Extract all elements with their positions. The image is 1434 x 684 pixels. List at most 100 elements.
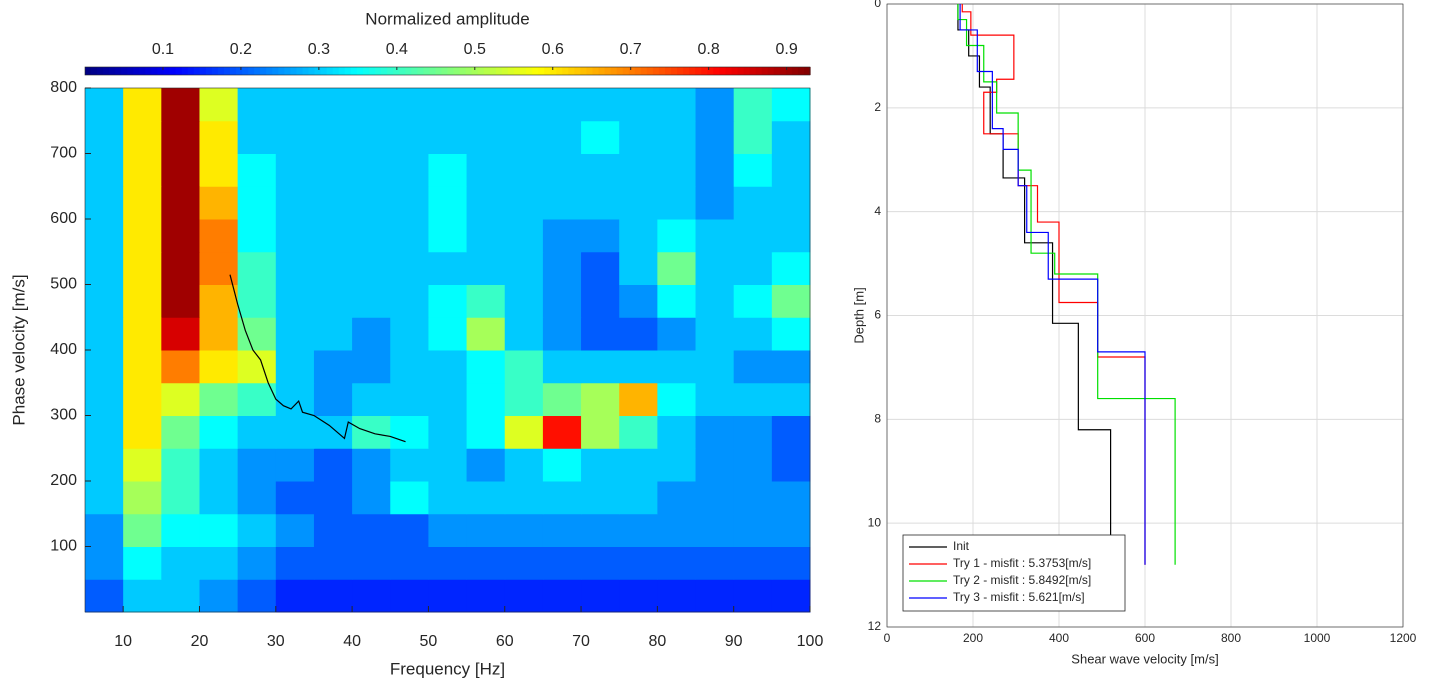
y-tick-label: 2: [874, 100, 881, 114]
heatmap-cell: [504, 88, 544, 122]
heatmap-cell: [466, 284, 506, 318]
x-tick-label: 1000: [1304, 631, 1331, 645]
colorbar-swatch: [411, 67, 418, 75]
heatmap-cell: [695, 317, 735, 351]
colorbar-swatch: [127, 67, 134, 75]
heatmap-cell: [390, 317, 429, 351]
heatmap-cell: [733, 284, 773, 318]
heatmap-cell: [313, 153, 353, 187]
colorbar-swatch: [187, 67, 195, 75]
heatmap-cell: [85, 284, 124, 318]
heatmap-cell: [695, 120, 735, 154]
heatmap-cell: [657, 219, 697, 253]
heatmap-cell: [352, 317, 391, 351]
heatmap-cell: [466, 350, 506, 384]
heatmap-cell: [428, 448, 468, 482]
heatmap-cell: [390, 448, 429, 482]
colorbar-swatch: [459, 67, 467, 75]
colorbar-swatch: [308, 67, 316, 75]
colorbar-tick-label: 0.9: [775, 41, 797, 58]
y-axis-label: Depth [m]: [851, 287, 866, 343]
colorbar-swatch: [598, 67, 606, 75]
colorbar-swatch: [767, 67, 775, 75]
heatmap-cell: [619, 448, 658, 482]
heatmap-cell: [581, 382, 620, 416]
colorbar-swatch: [761, 67, 769, 75]
heatmap-cell: [123, 251, 162, 285]
heatmap-cell: [733, 120, 773, 154]
heatmap-cell: [581, 153, 620, 187]
heatmap-cell: [390, 513, 429, 547]
colorbar-swatch: [109, 67, 116, 75]
heatmap-cell: [771, 153, 811, 187]
colorbar-swatch: [471, 67, 479, 75]
colorbar-swatch: [314, 67, 322, 75]
heatmap-cell: [542, 186, 582, 220]
heatmap-cell: [352, 186, 391, 220]
colorbar-swatch: [501, 67, 509, 75]
heatmap-cell: [542, 350, 582, 384]
heatmap-cell: [466, 382, 506, 416]
colorbar-swatch: [477, 67, 485, 75]
colorbar-swatch: [284, 67, 292, 75]
heatmap-cell: [161, 350, 200, 384]
colorbar-swatch: [556, 67, 563, 75]
colorbar-swatch: [713, 67, 720, 75]
heatmap-cell: [161, 513, 200, 547]
heatmap-cell: [275, 448, 315, 482]
heatmap-cell: [619, 317, 658, 351]
y-tick-label: 10: [868, 515, 882, 529]
heatmap-cell: [542, 219, 582, 253]
heatmap-cell: [313, 251, 353, 285]
heatmap-cell: [123, 317, 162, 351]
heatmap-cell: [237, 546, 277, 580]
legend-box: [902, 534, 1126, 612]
profile-line: [959, 4, 1146, 565]
heatmap-cell: [657, 88, 697, 122]
heatmap-cell: [275, 481, 315, 515]
heatmap-cell: [466, 88, 506, 122]
heatmap-cell: [237, 317, 277, 351]
x-tick-label: 400: [1049, 631, 1069, 645]
heatmap-cell: [542, 481, 582, 515]
y-tick-label: 700: [50, 145, 77, 162]
heatmap-cell: [428, 120, 468, 154]
heatmap-cell: [123, 579, 162, 613]
heatmap-cell: [237, 120, 277, 154]
colorbar-swatch: [791, 67, 799, 75]
heatmap-cell: [352, 579, 391, 613]
colorbar-frame: [84, 66, 811, 76]
colorbar-swatch: [91, 67, 98, 75]
y-tick-label: 0: [874, 0, 881, 10]
y-tick-label: 8: [874, 412, 881, 426]
heatmap-cell: [466, 120, 506, 154]
colorbar-swatch: [586, 67, 594, 75]
heatmap-cell: [428, 153, 468, 187]
x-tick-label: 70: [572, 633, 590, 650]
heatmap-cell: [657, 481, 697, 515]
heatmap-cell: [199, 317, 239, 351]
heatmap-cell: [237, 448, 277, 482]
heatmap-cell: [275, 513, 315, 547]
heatmap-cell: [161, 579, 200, 613]
heatmap-cell: [161, 382, 200, 416]
heatmap-cell: [657, 513, 697, 547]
colorbar-swatch: [646, 67, 654, 75]
heatmap-cell: [504, 350, 544, 384]
legend-label: Try 3 - misfit : 5.621[m/s]: [953, 590, 1085, 604]
heatmap-cell: [237, 219, 277, 253]
heatmap-cell: [504, 382, 544, 416]
colorbar-swatch: [103, 67, 110, 75]
colorbar-swatch: [223, 67, 231, 75]
colorbar-tick-label: 0.7: [620, 41, 642, 58]
heatmap-cell: [466, 317, 506, 351]
y-tick-label: 300: [50, 407, 77, 424]
heatmap-cell: [542, 251, 582, 285]
heatmap-cell: [390, 186, 429, 220]
colorbar-swatch: [749, 67, 757, 75]
heatmap-cell: [85, 186, 124, 220]
heatmap-cell: [352, 284, 391, 318]
heatmap-cell: [657, 579, 697, 613]
heatmap-cell: [581, 186, 620, 220]
plot-frame: [886, 3, 1404, 628]
